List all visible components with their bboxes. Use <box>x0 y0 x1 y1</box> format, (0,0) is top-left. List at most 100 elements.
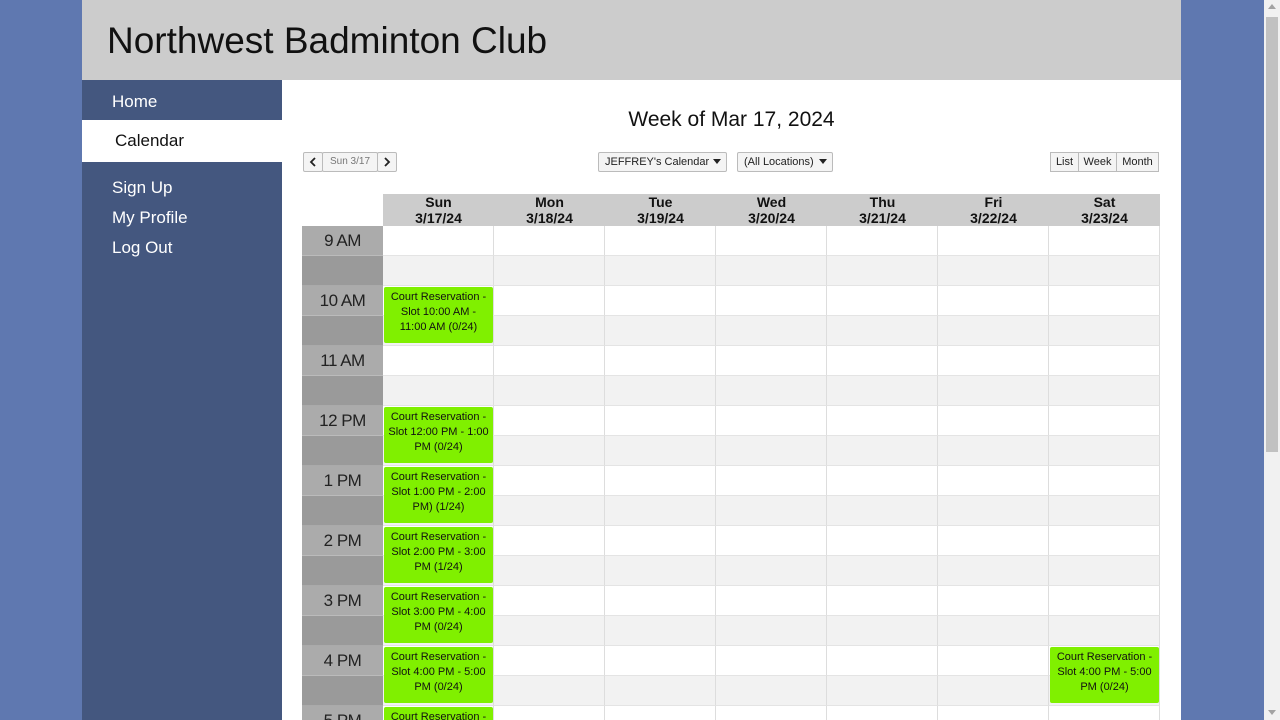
slot[interactable] <box>938 226 1049 256</box>
slot[interactable] <box>1049 286 1160 316</box>
event[interactable]: Court Reservation - Slot 2:00 PM - 3:00 … <box>384 527 493 583</box>
slot[interactable] <box>716 616 827 646</box>
slot[interactable] <box>938 556 1049 586</box>
slot[interactable] <box>605 676 716 706</box>
slot[interactable] <box>938 586 1049 616</box>
slot[interactable] <box>827 526 938 556</box>
nav-item[interactable]: Sign Up <box>112 178 173 197</box>
slot[interactable] <box>605 706 716 720</box>
slot[interactable] <box>383 346 494 376</box>
slot[interactable] <box>716 316 827 346</box>
slot[interactable] <box>938 406 1049 436</box>
nav-item[interactable]: Calendar <box>82 120 282 162</box>
slot[interactable] <box>1049 586 1160 616</box>
nav-item[interactable]: Home <box>112 92 158 111</box>
slot[interactable] <box>605 496 716 526</box>
slot[interactable] <box>938 346 1049 376</box>
event[interactable]: Court Reservation - Slot 4:00 PM - 5:00 … <box>1050 647 1159 703</box>
slot[interactable] <box>494 316 605 346</box>
slot[interactable] <box>827 706 938 720</box>
slot[interactable] <box>716 406 827 436</box>
slot[interactable] <box>494 466 605 496</box>
slot[interactable] <box>494 376 605 406</box>
slot[interactable] <box>827 586 938 616</box>
slot[interactable] <box>827 496 938 526</box>
slot[interactable] <box>827 376 938 406</box>
slot[interactable] <box>716 466 827 496</box>
slot[interactable] <box>494 496 605 526</box>
slot[interactable] <box>605 466 716 496</box>
slot[interactable] <box>605 226 716 256</box>
nav-item[interactable]: Log Out <box>112 238 173 257</box>
slot[interactable] <box>938 436 1049 466</box>
slot[interactable] <box>938 466 1049 496</box>
slot[interactable] <box>494 286 605 316</box>
scroll-down[interactable] <box>1268 710 1276 716</box>
slot[interactable] <box>716 556 827 586</box>
event[interactable]: Court Reservation - Slot 12:00 PM - 1:00… <box>384 407 493 463</box>
slot[interactable] <box>827 676 938 706</box>
slot[interactable] <box>494 586 605 616</box>
event[interactable]: Court Reservation - <box>384 707 493 720</box>
slot[interactable] <box>827 256 938 286</box>
event[interactable]: Court Reservation - Slot 10:00 AM - 11:0… <box>384 287 493 343</box>
slot[interactable] <box>716 256 827 286</box>
slot[interactable] <box>494 256 605 286</box>
slot[interactable] <box>938 676 1049 706</box>
slot[interactable] <box>494 436 605 466</box>
slot[interactable] <box>1049 616 1160 646</box>
slot[interactable] <box>494 676 605 706</box>
slot[interactable] <box>494 556 605 586</box>
slot[interactable] <box>494 646 605 676</box>
slot[interactable] <box>1049 496 1160 526</box>
slot[interactable] <box>716 706 827 720</box>
slot[interactable] <box>383 226 494 256</box>
date-button[interactable]: Sun 3/17 <box>322 152 378 172</box>
view-button[interactable]: List <box>1050 152 1079 172</box>
slot[interactable] <box>494 406 605 436</box>
slot[interactable] <box>494 226 605 256</box>
slot[interactable] <box>827 616 938 646</box>
slot[interactable] <box>938 496 1049 526</box>
slot[interactable] <box>1049 376 1160 406</box>
slot[interactable] <box>605 436 716 466</box>
slot[interactable] <box>827 556 938 586</box>
slot[interactable] <box>716 436 827 466</box>
slot[interactable] <box>827 316 938 346</box>
slot[interactable] <box>827 436 938 466</box>
slot[interactable] <box>827 466 938 496</box>
slot[interactable] <box>1049 526 1160 556</box>
slot[interactable] <box>605 256 716 286</box>
slot[interactable] <box>716 586 827 616</box>
view-button[interactable]: Month <box>1116 152 1159 172</box>
slot[interactable] <box>716 496 827 526</box>
slot[interactable] <box>605 376 716 406</box>
slot[interactable] <box>827 346 938 376</box>
slot[interactable] <box>605 286 716 316</box>
slot[interactable] <box>827 406 938 436</box>
slot[interactable] <box>605 526 716 556</box>
slot[interactable] <box>494 346 605 376</box>
slot[interactable] <box>494 526 605 556</box>
slot[interactable] <box>383 376 494 406</box>
slot[interactable] <box>827 226 938 256</box>
slot[interactable] <box>716 346 827 376</box>
slot[interactable] <box>1049 316 1160 346</box>
slot[interactable] <box>1049 466 1160 496</box>
slot[interactable] <box>716 286 827 316</box>
slot[interactable] <box>938 286 1049 316</box>
slot[interactable] <box>1049 436 1160 466</box>
slot[interactable] <box>827 286 938 316</box>
event[interactable]: Court Reservation - Slot 4:00 PM - 5:00 … <box>384 647 493 703</box>
slot[interactable] <box>1049 706 1160 720</box>
slot[interactable] <box>1049 346 1160 376</box>
scrollbar-thumb[interactable] <box>1266 17 1278 452</box>
slot[interactable] <box>938 256 1049 286</box>
slot[interactable] <box>605 646 716 676</box>
slot[interactable] <box>383 256 494 286</box>
slot[interactable] <box>1049 556 1160 586</box>
slot[interactable] <box>605 586 716 616</box>
slot[interactable] <box>827 646 938 676</box>
slot[interactable] <box>494 616 605 646</box>
slot[interactable] <box>938 616 1049 646</box>
